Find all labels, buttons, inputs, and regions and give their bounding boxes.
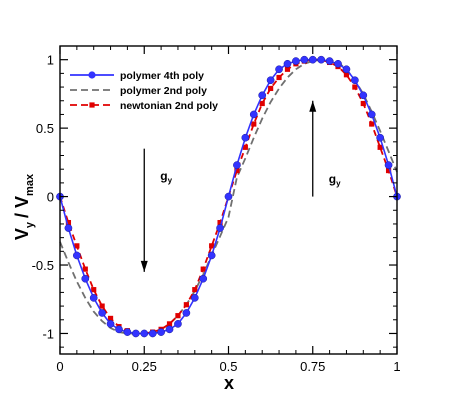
data-point-square xyxy=(74,243,80,249)
data-point-square xyxy=(107,315,114,322)
data-point-circle xyxy=(81,274,90,283)
data-point-circle xyxy=(275,65,283,74)
data-point-square xyxy=(200,266,206,272)
data-point-square xyxy=(352,84,358,90)
data-point-circle xyxy=(367,110,376,119)
data-point-square xyxy=(284,66,291,72)
data-point-square xyxy=(242,144,248,150)
annotation-layer: gy gy xyxy=(140,100,341,272)
arrow-up-icon xyxy=(309,100,317,112)
data-point-square xyxy=(234,167,240,174)
data-point-circle xyxy=(174,320,182,328)
data-point-circle xyxy=(182,309,191,317)
gravity-label: gy xyxy=(329,172,341,188)
data-point-circle xyxy=(292,57,300,65)
data-point-circle xyxy=(73,251,81,260)
data-point-circle xyxy=(376,133,384,142)
legend-label: polymer 2nd poly xyxy=(120,85,207,97)
data-point-square xyxy=(82,266,88,272)
axes-frame xyxy=(59,45,398,355)
data-point-square xyxy=(166,321,173,327)
x-tick-label: 0 xyxy=(56,359,63,374)
data-point-square xyxy=(343,72,350,78)
data-point-square xyxy=(99,303,105,309)
data-point-circle xyxy=(190,294,199,302)
data-point-circle xyxy=(89,294,98,302)
data-point-square xyxy=(268,85,274,92)
x-tick-label: 0.75 xyxy=(300,359,325,374)
data-point-circle xyxy=(283,59,292,68)
data-point-circle xyxy=(207,251,216,260)
gravity-label: gy xyxy=(160,169,172,185)
data-point-square xyxy=(209,243,215,249)
data-point-circle xyxy=(342,65,351,74)
data-point-circle xyxy=(224,192,233,201)
data-point-circle xyxy=(384,161,393,169)
y-axis-title: Vy/ Vmax xyxy=(12,173,36,240)
legend-label: polymer 4th poly xyxy=(120,70,204,82)
data-point-circle xyxy=(233,161,241,169)
data-point-circle xyxy=(241,133,250,142)
data-point-square xyxy=(385,167,392,174)
arrow-down-icon xyxy=(140,260,148,272)
data-point-circle xyxy=(359,91,368,100)
data-point-square xyxy=(360,100,366,107)
data-point-circle xyxy=(334,59,342,68)
y-tick-label: 0 xyxy=(47,190,54,205)
data-point-circle xyxy=(308,55,317,64)
data-point-circle xyxy=(266,76,275,85)
data-point-circle xyxy=(115,325,123,334)
data-point-circle xyxy=(199,274,208,283)
data-point-circle xyxy=(258,91,267,100)
series-layer xyxy=(56,55,401,338)
svg-text:Vy/ Vmax: Vy/ Vmax xyxy=(12,173,36,240)
data-point-circle xyxy=(98,309,106,317)
data-point-square xyxy=(183,302,189,308)
data-point-circle xyxy=(157,328,165,336)
data-point-circle xyxy=(300,55,309,64)
data-point-circle xyxy=(325,57,334,65)
x-tick-label: 0.5 xyxy=(219,359,237,374)
data-point-square xyxy=(91,287,97,293)
data-point-square xyxy=(251,121,257,127)
data-point-square xyxy=(276,74,282,81)
legend-marker-circle xyxy=(88,71,96,79)
data-point-square xyxy=(65,219,72,226)
tick-labels: 0 0.25 0.5 0.75 1 -1 -0.5 0 0.5 1 xyxy=(32,53,401,374)
legend-marker-square xyxy=(89,102,95,108)
data-point-circle xyxy=(148,329,157,338)
data-point-circle xyxy=(140,329,149,338)
y-tick-label: -0.5 xyxy=(32,258,54,273)
data-point-circle xyxy=(106,320,115,328)
y-tick-label: -1 xyxy=(42,326,54,341)
legend: polymer 4th poly polymer 2nd poly newtonia… xyxy=(70,70,218,112)
data-point-circle xyxy=(249,110,258,119)
data-point-circle xyxy=(131,329,140,338)
y-tick-label: 0.5 xyxy=(36,121,54,136)
legend-label: newtonian 2nd poly xyxy=(120,100,218,112)
data-point-circle xyxy=(123,328,132,336)
x-tick-label: 0.25 xyxy=(132,359,157,374)
data-point-square xyxy=(259,100,265,107)
data-point-circle xyxy=(351,76,359,85)
data-point-square xyxy=(369,121,375,127)
data-point-circle xyxy=(317,55,326,64)
data-point-circle xyxy=(64,224,73,232)
x-tick-label: 1 xyxy=(393,359,400,374)
data-point-square xyxy=(192,287,198,293)
data-point-circle xyxy=(216,224,224,232)
data-point-square xyxy=(175,313,181,319)
data-point-square xyxy=(217,219,223,226)
data-point-circle xyxy=(165,325,174,334)
x-axis-title: x xyxy=(224,373,234,393)
y-tick-label: 1 xyxy=(47,53,54,68)
data-point-square xyxy=(377,144,383,150)
